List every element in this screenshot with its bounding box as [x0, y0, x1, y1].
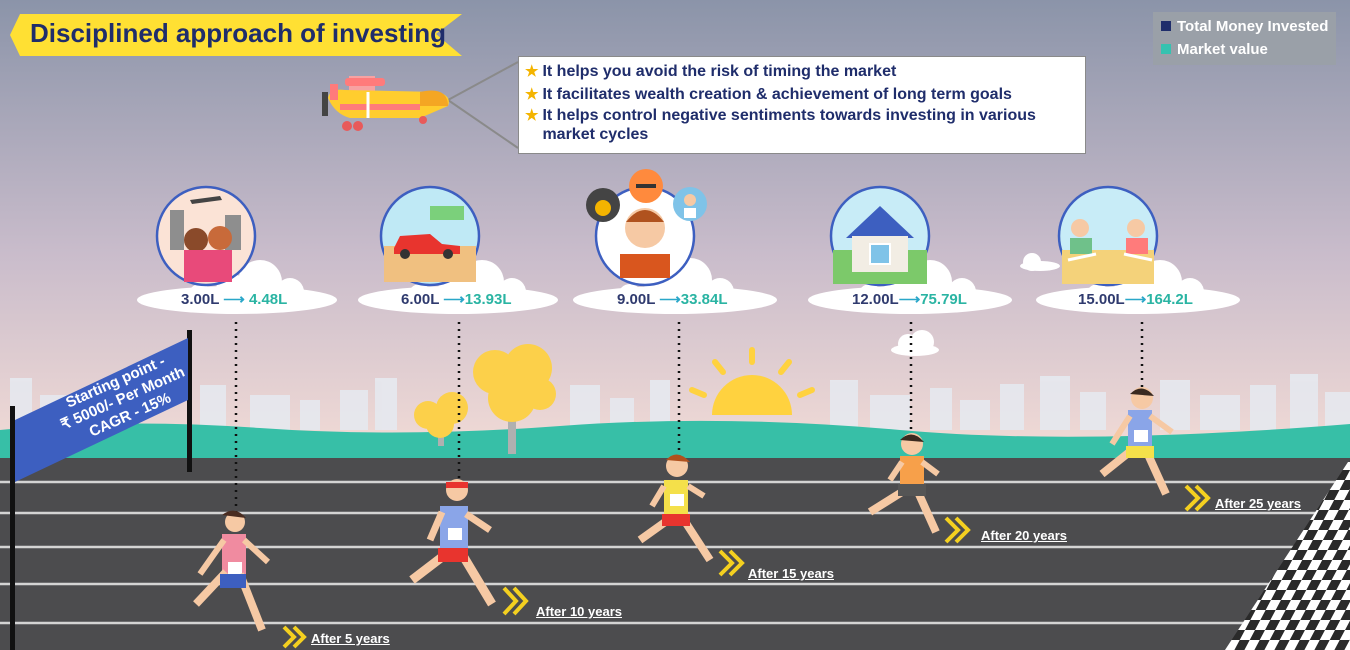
star-icon: ★: [525, 107, 539, 124]
after-label-20y: After 20 years: [981, 528, 1067, 543]
sun-icon: [689, 347, 815, 415]
legend-label-market: Market value: [1177, 41, 1268, 58]
house-icon: [829, 185, 931, 287]
arrow-right-icon: ⟶: [1124, 291, 1147, 308]
runner-3: [637, 454, 714, 563]
runner-2: [409, 479, 496, 607]
retirement-icon: [1057, 185, 1159, 287]
benefit-item: ★ It helps control negative sentiments to…: [525, 107, 1036, 143]
benefits-callout: ★ It helps you avoid the risk of timing t…: [518, 56, 1086, 154]
education-icon: [586, 169, 707, 287]
star-icon: ★: [525, 86, 539, 103]
arrow-right-icon: ⟶: [223, 291, 245, 308]
star-icon: ★: [525, 63, 539, 80]
benefit-item: ★ It helps you avoid the risk of timing t…: [525, 63, 897, 80]
legend-swatch-invested: [1161, 21, 1171, 31]
legend-item-invested: Total Money Invested: [1161, 18, 1328, 35]
travel-icon: [155, 185, 257, 287]
arrow-right-icon: ⟶: [659, 291, 681, 308]
legend-label-invested: Total Money Invested: [1177, 18, 1329, 35]
runner-1: [193, 510, 271, 632]
grass-ground: [0, 420, 1350, 460]
finish-line: [1225, 462, 1350, 650]
tree-icon: [473, 344, 556, 454]
milestone-value-5y: 3.00L ⟶ 4.48L: [181, 291, 288, 308]
benefit-item: ★ It facilitates wealth creation & achiev…: [525, 86, 1012, 103]
airplane-icon: [322, 61, 519, 149]
start-sign: [10, 330, 192, 650]
arrow-right-icon: ⟶: [898, 291, 921, 308]
runner-4: [867, 433, 940, 534]
cloud-extra: [891, 253, 1060, 356]
milestone-value-20y: 12.00L⟶75.79L: [852, 291, 967, 308]
page-title: Disciplined approach of investing: [30, 18, 447, 48]
legend: Total Money Invested Market value: [1153, 12, 1336, 65]
milestone-connectors: [234, 322, 1144, 512]
milestone-value-25y: 15.00L⟶164.2L: [1078, 291, 1193, 308]
after-label-10y: After 10 years: [536, 604, 622, 619]
legend-item-market: Market value: [1161, 41, 1268, 58]
progress-chevrons: [282, 484, 1211, 649]
milestone-value-15y: 9.00L ⟶33.84L: [617, 291, 728, 308]
title-banner: [10, 14, 462, 56]
arrow-right-icon: ⟶: [443, 291, 465, 308]
after-label-5y: After 5 years: [311, 631, 390, 646]
milestone-value-10y: 6.00L ⟶13.93L: [401, 291, 512, 308]
legend-swatch-market: [1161, 44, 1171, 54]
after-label-25y: After 25 years: [1215, 496, 1301, 511]
car-icon: [379, 185, 481, 287]
runner-5: [1099, 387, 1174, 496]
after-label-15y: After 15 years: [748, 566, 834, 581]
